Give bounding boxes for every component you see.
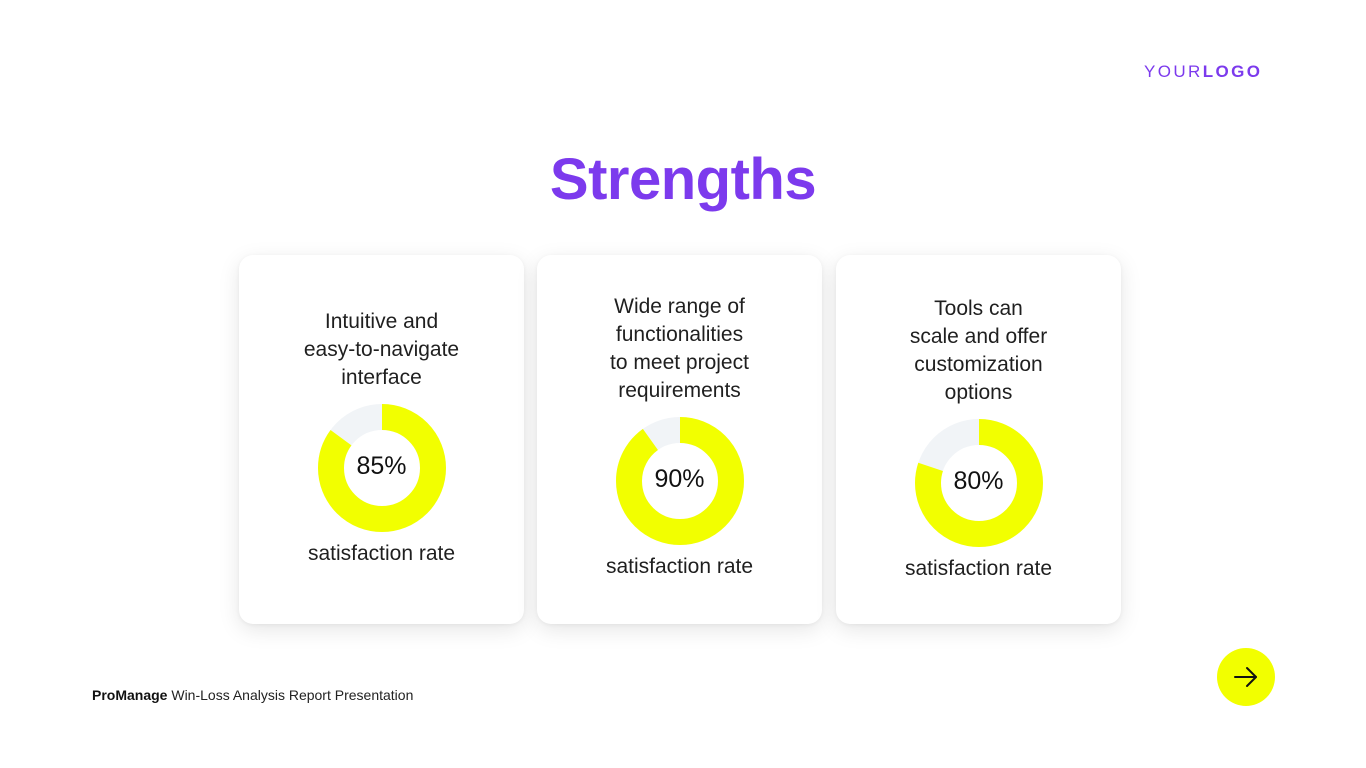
footer: ProManage Win-Loss Analysis Report Prese…: [92, 687, 413, 703]
slide-title: Strengths: [549, 147, 817, 212]
footer-brand: ProManage: [92, 687, 168, 703]
logo-light-text: YOUR: [1144, 62, 1203, 81]
donut-chart: [915, 419, 1043, 547]
donut-chart: [616, 417, 744, 545]
card-subtitle: satisfaction rate: [605, 555, 754, 578]
arrow-right-icon: [1234, 667, 1257, 687]
card-subtitle: satisfaction rate: [904, 557, 1053, 580]
strength-card-1: Intuitive and easy-to-navigate interface…: [239, 255, 524, 624]
donut-value-arc: [616, 417, 744, 545]
donut-value-arc: [318, 404, 446, 532]
strength-card-2: Wide range of functionalities to meet pr…: [537, 255, 822, 624]
card-description: Tools can scale and offer customization …: [909, 297, 1048, 404]
donut-value-arc: [915, 419, 1043, 547]
card-subtitle: satisfaction rate: [307, 542, 456, 565]
next-slide-button[interactable]: [1217, 648, 1275, 706]
donut-percent-label: 80%: [953, 467, 1004, 495]
strength-card-3: Tools can scale and offer customization …: [836, 255, 1121, 624]
footer-text: Win-Loss Analysis Report Presentation: [171, 687, 414, 703]
donut-percent-label: 85%: [356, 452, 407, 480]
logo-bold-text: LOGO: [1202, 62, 1263, 81]
donut-chart: [318, 404, 446, 532]
donut-percent-label: 90%: [654, 465, 705, 493]
card-description: Intuitive and easy-to-navigate interface: [303, 310, 460, 389]
card-description: Wide range of functionalities to meet pr…: [610, 295, 749, 402]
logo: YOURLOGO: [1144, 62, 1262, 82]
